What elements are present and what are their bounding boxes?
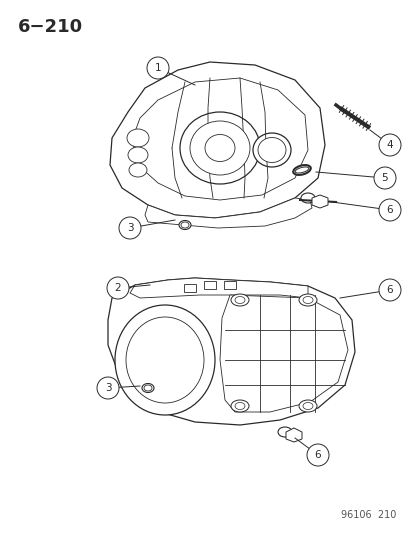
Circle shape (378, 134, 400, 156)
Ellipse shape (235, 402, 244, 409)
Ellipse shape (300, 193, 314, 203)
Ellipse shape (180, 112, 259, 184)
FancyBboxPatch shape (223, 281, 235, 289)
Ellipse shape (178, 221, 190, 230)
Text: 6: 6 (386, 205, 392, 215)
Polygon shape (285, 428, 301, 442)
Circle shape (107, 277, 129, 299)
Circle shape (378, 279, 400, 301)
Ellipse shape (128, 147, 147, 163)
Polygon shape (110, 62, 324, 218)
Ellipse shape (257, 138, 285, 163)
Circle shape (306, 444, 328, 466)
Ellipse shape (230, 400, 248, 412)
Text: 6: 6 (386, 285, 392, 295)
Ellipse shape (298, 294, 316, 306)
Text: 3: 3 (104, 383, 111, 393)
Ellipse shape (252, 133, 290, 167)
Polygon shape (130, 278, 307, 298)
Text: 96106  210: 96106 210 (340, 510, 395, 520)
Ellipse shape (144, 385, 152, 391)
Polygon shape (145, 198, 311, 228)
Circle shape (119, 217, 141, 239)
Ellipse shape (180, 222, 189, 228)
Ellipse shape (302, 296, 312, 303)
Ellipse shape (277, 427, 291, 437)
Text: 3: 3 (126, 223, 133, 233)
Ellipse shape (294, 167, 308, 173)
Polygon shape (311, 195, 327, 208)
Ellipse shape (129, 163, 147, 177)
Ellipse shape (190, 121, 249, 175)
Ellipse shape (115, 305, 214, 415)
Ellipse shape (127, 129, 149, 147)
Polygon shape (108, 278, 354, 425)
Circle shape (97, 377, 119, 399)
Text: 1: 1 (154, 63, 161, 73)
Text: 5: 5 (381, 173, 387, 183)
Text: 6−210: 6−210 (18, 18, 83, 36)
Ellipse shape (126, 317, 204, 403)
Ellipse shape (292, 165, 310, 175)
Text: 6: 6 (314, 450, 320, 460)
FancyBboxPatch shape (183, 284, 195, 292)
Ellipse shape (204, 134, 235, 161)
Ellipse shape (142, 384, 154, 392)
Circle shape (378, 199, 400, 221)
Ellipse shape (235, 296, 244, 303)
Ellipse shape (230, 294, 248, 306)
FancyBboxPatch shape (204, 281, 216, 289)
Ellipse shape (302, 402, 312, 409)
Text: 2: 2 (114, 283, 121, 293)
Circle shape (373, 167, 395, 189)
Polygon shape (219, 295, 347, 412)
Text: 4: 4 (386, 140, 392, 150)
Circle shape (147, 57, 169, 79)
Ellipse shape (298, 400, 316, 412)
Polygon shape (132, 78, 307, 200)
